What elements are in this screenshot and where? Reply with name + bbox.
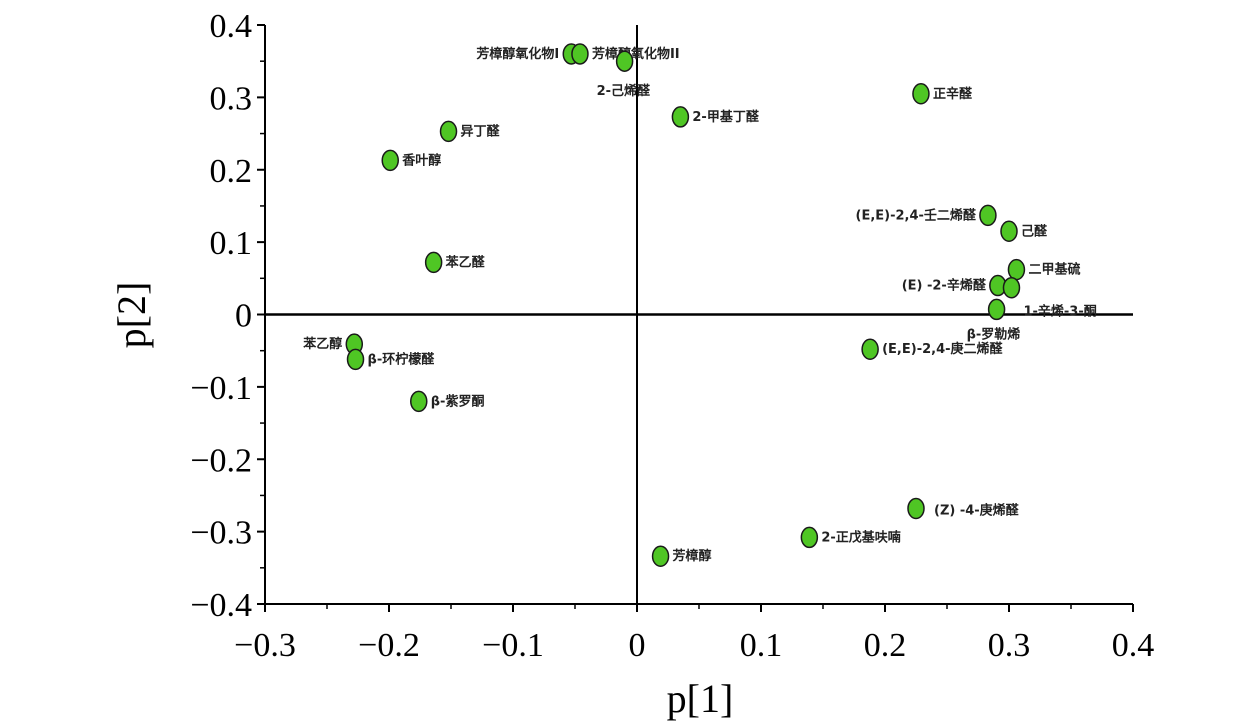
x-tick-label: −0.2 xyxy=(358,627,420,664)
data-point: 正辛醛 xyxy=(912,83,973,105)
data-point: 二甲基硫 xyxy=(1007,258,1080,281)
point-label: 正辛醛 xyxy=(933,86,973,102)
point-marker xyxy=(424,251,443,274)
point-marker xyxy=(571,43,589,65)
y-tick-label: 0.1 xyxy=(210,225,253,262)
point-label: 2-甲基丁醛 xyxy=(692,109,759,125)
point-label: (E,E)-2,4-壬二烯醛 xyxy=(856,207,977,223)
x-tick-label: 0.1 xyxy=(740,627,783,664)
point-marker xyxy=(912,83,930,105)
point-marker xyxy=(410,390,428,413)
y-tick-label: −0.4 xyxy=(190,587,252,624)
point-label: β-紫罗酮 xyxy=(431,393,485,409)
data-point: 己醛 xyxy=(1000,220,1048,243)
point-label: 1-辛烯-3-酮 xyxy=(1023,304,1096,320)
x-tick-label: −0.3 xyxy=(234,627,296,664)
point-marker xyxy=(615,50,634,72)
data-point: β-环柠檬醛 xyxy=(346,348,436,371)
x-tick-label: 0 xyxy=(629,627,646,664)
point-label: 苯乙醇 xyxy=(302,336,342,352)
x-tick-label: 0.4 xyxy=(1112,627,1155,664)
point-marker xyxy=(1000,220,1018,243)
point-label: 芳樟醇氧化物II xyxy=(592,46,680,62)
x-tick-label: 0.2 xyxy=(864,627,907,664)
data-point: 芳樟醇氧化物I xyxy=(476,43,581,65)
point-label: β-环柠檬醛 xyxy=(368,351,436,367)
y-tick-label: −0.3 xyxy=(190,515,252,552)
point-marker xyxy=(861,338,879,360)
data-point: 2-正戊基呋喃 xyxy=(800,526,901,549)
point-label: 芳樟醇 xyxy=(673,548,712,564)
point-label: 苯乙醛 xyxy=(445,254,486,270)
data-point: 芳樟醇氧化物II xyxy=(571,43,680,65)
point-marker xyxy=(439,120,458,143)
y-tick-label: −0.1 xyxy=(190,370,252,407)
point-label: (Z) -4-庚烯醛 xyxy=(934,502,1020,518)
y-axis-label: p[2] xyxy=(109,282,154,349)
data-point: (E) -2-辛烯醛 xyxy=(902,274,1007,297)
point-marker xyxy=(381,149,399,172)
data-point: β-紫罗酮 xyxy=(410,390,485,413)
point-label: 2-己烯醛 xyxy=(597,83,651,99)
point-label: (E,E)-2,4-庚二烯醛 xyxy=(882,341,1003,357)
data-point: 香叶醇 xyxy=(381,149,441,172)
point-label: 芳樟醇氧化物I xyxy=(476,46,559,62)
point-marker xyxy=(987,298,1006,321)
point-marker xyxy=(979,204,997,227)
point-marker xyxy=(346,348,365,371)
point-label: 二甲基硫 xyxy=(1028,262,1080,278)
data-point: 2-己烯醛 xyxy=(597,50,651,99)
y-tick-label: 0 xyxy=(235,298,252,335)
x-axis-label: p[1] xyxy=(667,676,734,721)
point-label: 异丁醛 xyxy=(461,123,501,139)
data-point: (Z) -4-庚烯醛 xyxy=(907,497,1020,520)
y-tick-label: 0.2 xyxy=(210,153,253,190)
data-point: 苯乙醛 xyxy=(424,251,486,274)
data-point: (E,E)-2,4-庚二烯醛 xyxy=(861,338,1004,360)
point-marker xyxy=(1002,276,1021,299)
point-label: β-罗勒烯 xyxy=(967,326,1021,342)
data-point: 2-甲基丁醛 xyxy=(671,106,760,128)
data-point: (E,E)-2,4-壬二烯醛 xyxy=(856,204,997,227)
y-tick-label: 0.3 xyxy=(210,80,253,117)
point-label: 己醛 xyxy=(1021,223,1048,239)
data-point: 芳樟醇 xyxy=(651,545,712,567)
y-tick-label: −0.2 xyxy=(190,442,252,479)
point-label: 香叶醇 xyxy=(401,152,441,168)
x-tick-label: 0.3 xyxy=(988,627,1031,664)
point-marker xyxy=(651,545,670,567)
point-marker xyxy=(671,106,690,128)
point-marker xyxy=(800,526,819,549)
point-label: (E) -2-辛烯醛 xyxy=(902,278,987,294)
x-tick-label: −0.1 xyxy=(482,627,544,664)
point-label: 2-正戊基呋喃 xyxy=(821,529,900,545)
y-tick-label: 0.4 xyxy=(210,8,253,45)
point-marker xyxy=(1007,258,1026,281)
data-point: 1-辛烯-3-酮 xyxy=(1002,276,1097,320)
data-point: β-罗勒烯 xyxy=(967,298,1021,342)
point-marker xyxy=(907,497,925,520)
data-point: 异丁醛 xyxy=(439,120,501,143)
